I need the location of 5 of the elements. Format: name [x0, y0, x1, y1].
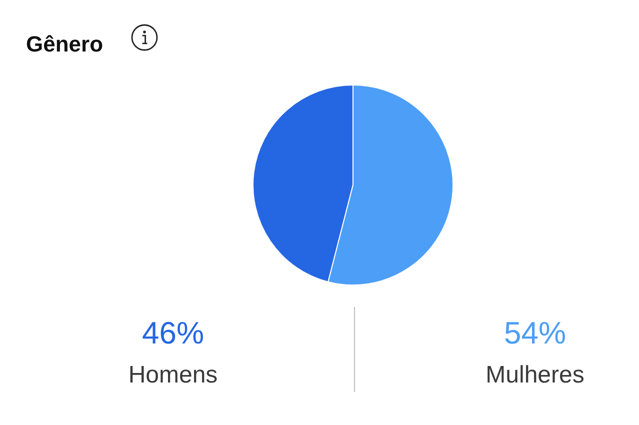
slice-label: Mulheres [486, 362, 584, 388]
data-label: 46% [142, 316, 204, 350]
slice-label: Homens [128, 362, 218, 388]
data-label: 54% [504, 316, 566, 350]
chart-title: Gênero [26, 32, 104, 56]
